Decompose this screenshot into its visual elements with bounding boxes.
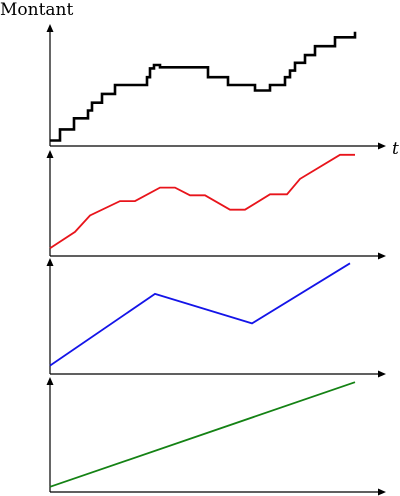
y-axis-arrow (46, 377, 54, 385)
chart-panel-1 (46, 24, 386, 150)
chart-panel-3 (46, 258, 386, 378)
y-axis-arrow (46, 258, 54, 266)
x-axis-label: t (392, 139, 399, 159)
series-line-2 (49, 153, 355, 250)
series-line-4 (49, 381, 356, 488)
y-axis-arrow (46, 150, 54, 158)
y-axis-arrow (46, 24, 54, 32)
chart-panel-2 (46, 150, 386, 260)
x-axis-arrow (378, 252, 386, 260)
chart-panels (46, 24, 386, 496)
y-axis-label: Montant (0, 0, 74, 20)
series-line-3 (49, 262, 351, 367)
x-axis-arrow (378, 488, 386, 496)
series-line-1 (50, 31, 357, 142)
x-axis-arrow (378, 370, 386, 378)
chart-panel-4 (46, 377, 386, 496)
x-axis-arrow (378, 142, 386, 150)
